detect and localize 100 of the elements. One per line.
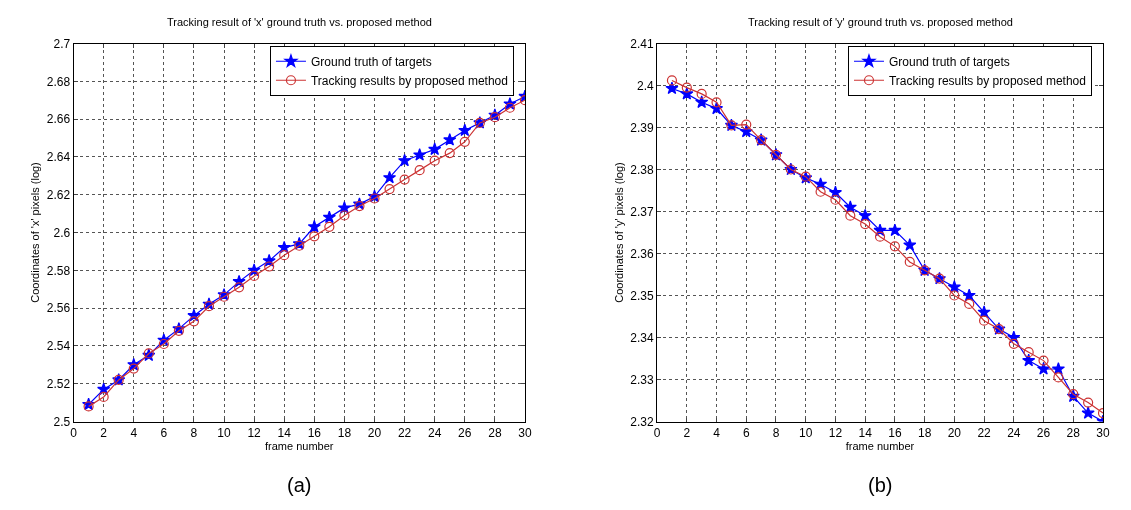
point — [458, 123, 472, 137]
point — [681, 82, 692, 93]
x-tick-label: 18 — [917, 425, 932, 440]
y-tick-label: 2.32 — [630, 414, 655, 429]
y-tick-label: 2.66 — [46, 112, 71, 127]
y-tick-label: 2.34 — [630, 330, 655, 345]
point — [128, 363, 139, 374]
x-tick-label: 12 — [828, 425, 843, 440]
text: (b) — [868, 474, 893, 496]
point — [962, 288, 976, 302]
point — [504, 102, 516, 113]
x-tick-label: 26 — [1036, 425, 1051, 440]
x-tick-label: 20 — [367, 425, 382, 440]
x-tick-label: 2 — [100, 425, 108, 440]
text: (a) — [287, 474, 312, 496]
point — [711, 97, 722, 108]
x-tick-label: 0 — [70, 425, 78, 440]
point — [233, 282, 245, 293]
x-tick-label: 22 — [397, 425, 412, 440]
y-tick-label: 2.58 — [46, 263, 71, 278]
point — [218, 291, 230, 302]
y-tick-label: 2.54 — [46, 339, 71, 354]
point — [1083, 397, 1094, 408]
y-axis-title: Coordinates of 'x' pixels (log) — [29, 162, 42, 303]
chart-title: Tracking result of 'y' ground truth vs. proposed method — [748, 16, 1013, 28]
point — [845, 210, 856, 221]
point — [309, 231, 320, 242]
point — [1036, 362, 1051, 375]
point — [307, 219, 321, 233]
x-tick-label: 24 — [428, 425, 442, 440]
y-tick-label: 2.64 — [46, 150, 71, 165]
point — [83, 401, 94, 412]
x-tick-label: 4 — [130, 425, 138, 440]
point — [889, 241, 901, 252]
point — [384, 183, 395, 195]
x-axis-title: frame number — [845, 439, 915, 452]
point — [279, 250, 290, 261]
y-tick-label: 2.36 — [630, 246, 655, 261]
y-tick-label: 2.41 — [630, 36, 655, 51]
x-tick-label: 10 — [799, 425, 813, 440]
point — [369, 193, 380, 204]
point — [249, 270, 260, 282]
legend-label: Ground truth of targets — [310, 54, 432, 69]
x-tick-label: 30 — [1096, 425, 1110, 440]
point — [399, 174, 410, 185]
point — [382, 170, 397, 184]
point — [858, 208, 872, 222]
chart-title: Tracking result of 'x' ground truth vs. proposed method — [167, 16, 432, 28]
point — [339, 210, 350, 221]
point — [888, 223, 902, 237]
x-tick-label: 2 — [683, 425, 691, 440]
x-axis-title: frame number — [265, 439, 334, 452]
x-tick-label: 14 — [858, 425, 873, 440]
point — [459, 136, 470, 147]
x-tick-label: 28 — [488, 425, 502, 440]
point — [1038, 355, 1049, 366]
point — [413, 148, 427, 161]
point — [414, 165, 425, 176]
point — [324, 221, 335, 232]
point — [696, 88, 707, 99]
point — [903, 238, 917, 251]
x-tick-label: 28 — [1066, 425, 1081, 440]
point — [1051, 362, 1065, 375]
point — [949, 290, 960, 301]
point — [322, 210, 336, 224]
point — [188, 316, 200, 327]
point — [964, 298, 975, 309]
y-tick-label: 2.68 — [46, 74, 71, 89]
point — [429, 155, 440, 166]
x-tick-label: 8 — [772, 425, 780, 440]
point — [158, 338, 169, 350]
point — [428, 142, 442, 156]
x-tick-label: 24 — [1007, 425, 1021, 440]
y-axis-title: Coordinates of 'y' pixels (log) — [612, 162, 625, 303]
point — [1081, 406, 1095, 419]
point — [1053, 372, 1064, 383]
x-tick-label: 14 — [277, 425, 292, 440]
point — [489, 112, 500, 123]
y-tick-label: 2.35 — [630, 288, 655, 303]
x-tick-label: 8 — [190, 425, 198, 440]
point — [203, 301, 215, 312]
y-tick-label: 2.33 — [630, 372, 655, 387]
y-tick-label: 2.62 — [46, 187, 71, 202]
point — [1023, 347, 1034, 358]
point — [98, 391, 109, 403]
point — [1022, 353, 1036, 367]
point — [874, 231, 886, 242]
point — [830, 194, 841, 205]
y-tick-label: 2.56 — [46, 301, 71, 316]
x-tick-label: 16 — [888, 425, 902, 440]
x-tick-label: 18 — [337, 425, 352, 440]
y-tick-label: 2.5 — [53, 414, 71, 429]
x-tick-label: 16 — [307, 425, 322, 440]
point — [665, 81, 679, 95]
point — [741, 119, 752, 130]
point — [444, 148, 455, 159]
x-tick-label: 0 — [653, 425, 661, 440]
x-tick-label: 30 — [518, 425, 532, 440]
point — [666, 75, 678, 86]
point — [1008, 338, 1019, 349]
